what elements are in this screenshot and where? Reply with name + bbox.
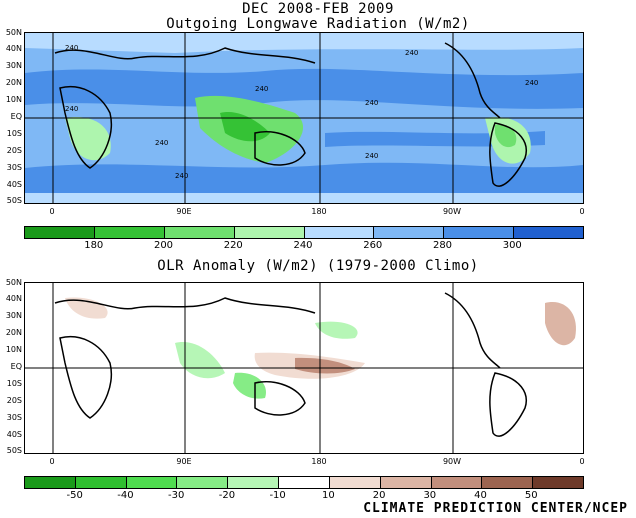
- colorbar-swatch: [75, 477, 127, 488]
- colorbar-label: 40: [474, 490, 487, 501]
- contour-label: 240: [155, 139, 168, 147]
- colorbar-label: -50: [66, 490, 83, 501]
- anomaly-map: [24, 282, 584, 454]
- lat-label: 40N: [5, 294, 22, 303]
- lon-label: 180: [311, 457, 327, 466]
- colorbar-swatch: [25, 477, 76, 488]
- colorbar-swatch: [177, 477, 229, 488]
- colorbar-label: 200: [153, 240, 174, 251]
- colorbar-swatch: [25, 227, 95, 238]
- contour-label: 240: [255, 85, 268, 93]
- credit-text: CLIMATE PREDICTION CENTER/NCEP: [363, 501, 628, 516]
- anomaly-map-title: OLR Anomaly (W/m2) (1979-2000 Climo): [157, 258, 479, 274]
- colorbar-swatch: [374, 227, 445, 238]
- lat-label: 30N: [5, 61, 22, 70]
- colorbar-label: 240: [293, 240, 313, 251]
- anomaly-map-field: [25, 283, 583, 453]
- colorbar-swatch: [533, 477, 583, 488]
- contour-label: 240: [405, 49, 418, 57]
- colorbar-label: -10: [269, 490, 286, 501]
- lon-label: 90W: [442, 457, 462, 466]
- contour-label: 240: [175, 172, 188, 180]
- lat-label: 50S: [6, 446, 22, 455]
- lon-label: 0: [49, 207, 55, 216]
- lon-label: 0: [49, 457, 55, 466]
- colorbar-swatch: [164, 227, 235, 238]
- colorbar-label: -30: [168, 490, 185, 501]
- lat-label: 20S: [6, 146, 22, 155]
- colorbar-label: 10: [321, 490, 335, 501]
- colorbar-swatch: [279, 477, 330, 488]
- lat-label: 10N: [5, 95, 22, 104]
- colorbar-swatch: [304, 227, 375, 238]
- lat-label: 10S: [6, 379, 22, 388]
- lat-label: 20N: [5, 78, 22, 87]
- colorbar-swatch: [234, 227, 305, 238]
- lat-label: 40S: [6, 180, 22, 189]
- lat-label: 40S: [6, 430, 22, 439]
- colorbar-swatch: [126, 477, 178, 488]
- colorbar-label: 220: [223, 240, 243, 251]
- contour-label: 240: [65, 44, 78, 52]
- olr-colorbar: [24, 226, 584, 239]
- lat-label: EQ: [10, 112, 22, 121]
- colorbar-label: 30: [423, 490, 437, 501]
- lat-label: 10N: [5, 345, 22, 354]
- colorbar-label: 300: [502, 240, 522, 251]
- contour-label: 240: [65, 105, 78, 113]
- lat-label: 50N: [5, 278, 22, 287]
- lat-label: 30S: [6, 413, 22, 422]
- colorbar-swatch: [380, 477, 432, 488]
- lon-label: 0: [579, 457, 585, 466]
- lat-label: 40N: [5, 44, 22, 53]
- colorbar-swatch: [329, 477, 381, 488]
- lon-label: 180: [311, 207, 327, 216]
- lon-label: 90W: [442, 207, 462, 216]
- lat-label: 30S: [6, 163, 22, 172]
- lat-label: 10S: [6, 129, 22, 138]
- colorbar-label: 260: [363, 240, 383, 251]
- colorbar-swatch: [514, 227, 583, 238]
- olr-map: 240 240 240 240 240 240 240 240 240: [24, 32, 584, 204]
- anomaly-colorbar: [24, 476, 584, 489]
- colorbar-label: 50: [524, 490, 538, 501]
- colorbar-swatch: [94, 227, 165, 238]
- contour-label: 240: [365, 152, 378, 160]
- lat-label: 20S: [6, 396, 22, 405]
- lat-label: 50S: [6, 196, 22, 205]
- olr-map-field: 240 240 240 240 240 240 240 240 240: [25, 33, 583, 203]
- colorbar-label: 280: [432, 240, 453, 251]
- period-title: DEC 2008-FEB 2009: [242, 1, 394, 17]
- olr-map-title: Outgoing Longwave Radiation (W/m2): [166, 16, 470, 32]
- colorbar-swatch: [482, 477, 534, 488]
- colorbar-swatch: [444, 227, 515, 238]
- lat-label: EQ: [10, 362, 22, 371]
- lon-label: 0: [579, 207, 585, 216]
- colorbar-label: 20: [372, 490, 386, 501]
- colorbar-swatch: [228, 477, 280, 488]
- contour-label: 240: [365, 99, 378, 107]
- colorbar-label: -20: [218, 490, 236, 501]
- lat-label: 30N: [5, 311, 22, 320]
- lon-label: 90E: [176, 457, 192, 466]
- colorbar-label: -40: [117, 490, 134, 501]
- contour-label: 240: [525, 79, 538, 87]
- colorbar-swatch: [431, 477, 483, 488]
- lat-label: 20N: [5, 328, 22, 337]
- lon-label: 90E: [176, 207, 192, 216]
- colorbar-label: 180: [84, 240, 104, 251]
- lat-label: 50N: [5, 28, 22, 37]
